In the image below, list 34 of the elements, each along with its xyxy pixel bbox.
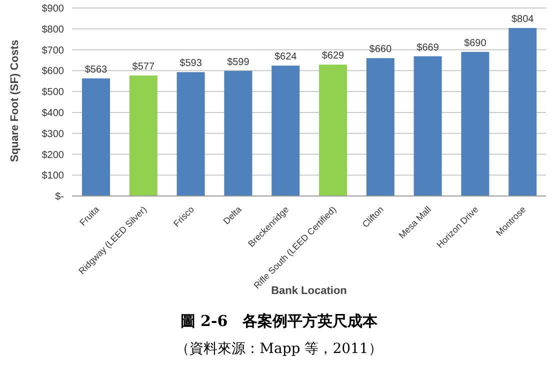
bar bbox=[319, 64, 347, 196]
y-tick-label: $400 bbox=[42, 108, 64, 119]
y-tick-label: $900 bbox=[42, 4, 64, 15]
bar bbox=[82, 78, 110, 196]
bar bbox=[224, 70, 252, 196]
y-tick-label: $100 bbox=[42, 170, 64, 182]
y-axis-title: Square Foot (SF) Costs bbox=[8, 40, 21, 162]
y-tick-label: $800 bbox=[42, 24, 64, 36]
y-tick-label: $200 bbox=[42, 150, 64, 161]
data-label: $629 bbox=[322, 50, 345, 62]
data-label: $804 bbox=[511, 14, 534, 26]
data-label: $577 bbox=[132, 61, 155, 72]
bar bbox=[176, 72, 205, 196]
data-label: $599 bbox=[227, 56, 250, 68]
y-tick-label: $700 bbox=[42, 45, 64, 56]
bar bbox=[461, 52, 490, 196]
y-tick-label: $600 bbox=[42, 66, 64, 78]
data-label: $690 bbox=[464, 38, 487, 49]
bar bbox=[414, 56, 442, 196]
data-label: $563 bbox=[84, 64, 108, 76]
data-label: $660 bbox=[369, 44, 392, 56]
bar bbox=[272, 66, 300, 196]
bar bbox=[366, 58, 394, 196]
x-axis-title: Bank Location bbox=[271, 285, 348, 297]
data-label: $593 bbox=[180, 58, 202, 70]
data-label: $669 bbox=[416, 42, 440, 54]
data-label: $624 bbox=[274, 52, 298, 63]
text: （資料來源：Mapp 等，2011） bbox=[174, 340, 384, 358]
y-tick-label: $300 bbox=[42, 128, 64, 140]
bar bbox=[129, 75, 158, 196]
y-tick-label: $500 bbox=[42, 87, 64, 98]
caption: 圖 2-6 各案例平方英尺成本 bbox=[179, 312, 379, 331]
y-tick-label: $- bbox=[55, 192, 64, 203]
bar bbox=[508, 28, 537, 196]
